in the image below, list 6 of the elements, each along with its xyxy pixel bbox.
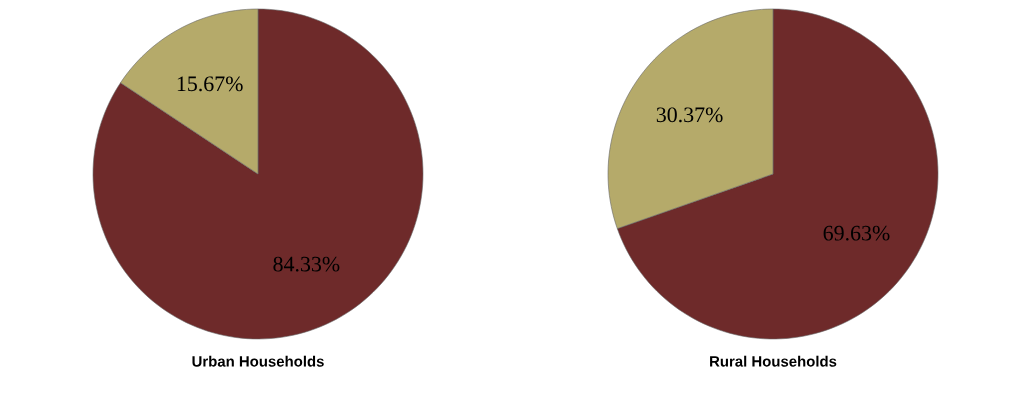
data-label: 69.63%: [823, 225, 890, 241]
text: Urban Households: [192, 355, 324, 367]
data-label: 84.33%: [273, 256, 340, 272]
data-label: 15.67%: [177, 76, 243, 92]
text: Rural Households: [710, 355, 837, 367]
data-label: 30.37%: [656, 107, 723, 123]
